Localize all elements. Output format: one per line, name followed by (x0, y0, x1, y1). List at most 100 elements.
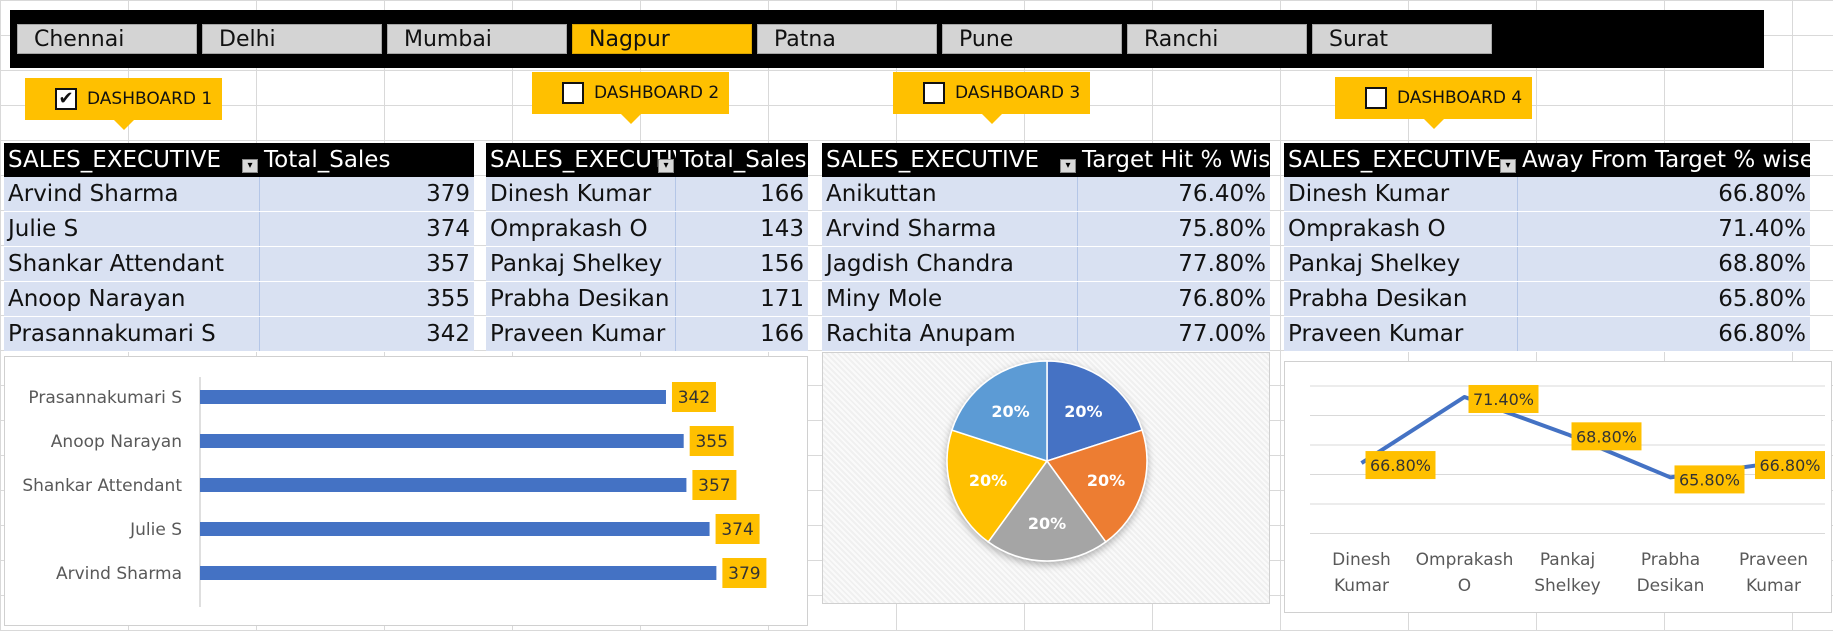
line-label-box (1468, 384, 1539, 413)
dashboard-3-tag[interactable]: DASHBOARD 3 (893, 72, 1090, 124)
bar-chart-panel[interactable]: Prasannakumari S 342 Anoop Narayan 355 Shank… (4, 356, 808, 626)
filter-icon[interactable]: ▾ (242, 159, 258, 173)
bar-data-label: 379 (728, 564, 760, 584)
bar (200, 390, 666, 404)
row-value: 68.80% (1718, 251, 1806, 277)
dashboard-1-tag[interactable]: ✔ DASHBOARD 1 (25, 78, 222, 130)
dashboard-2-label: DASHBOARD 2 (594, 83, 720, 103)
table-row: Arvind Sharma 75.80% (822, 212, 1270, 247)
row-value: 75.80% (1178, 216, 1266, 242)
pie-data-label: 20% (991, 402, 1029, 421)
row-name: Omprakash O (486, 212, 676, 246)
row-value: 66.80% (1718, 181, 1806, 207)
pie-slice (987, 459, 1107, 562)
table-row: Shankar Attendant 357 (4, 247, 474, 282)
filter-icon[interactable]: ▾ (658, 159, 674, 173)
row-name: Julie S (4, 212, 260, 246)
row-name: Praveen Kumar (1284, 317, 1518, 351)
dashboard-3-label: DASHBOARD 3 (955, 83, 1081, 103)
table-header: SALES_EXECUTIVE ▾ Away From Target % wis… (1284, 143, 1810, 177)
row-value: 379 (426, 181, 470, 207)
row-name: Arvind Sharma (822, 212, 1078, 246)
header-label: SALES_EXECUTIVE (8, 147, 222, 173)
slicer-button-delhi[interactable]: Delhi (202, 24, 382, 54)
line-category-label: Desikan (1637, 576, 1705, 596)
bar-label-box (689, 426, 734, 456)
dashboard-3-checkbox[interactable] (923, 82, 945, 104)
line-category-label: Shelkey (1534, 576, 1601, 596)
row-name: Praveen Kumar (486, 317, 676, 351)
table-total-sales-1: SALES_EXECUTIVE ▾ Total_Sales Arvind Sha… (4, 143, 474, 352)
table-row: Pankaj Shelkey 68.80% (1284, 247, 1810, 282)
row-name: Anoop Narayan (4, 282, 260, 316)
header-target-hit: Target Hit % Wise (1082, 147, 1270, 173)
slicer-button-nagpur[interactable]: Nagpur (572, 24, 752, 54)
line-category-label: Kumar (1746, 576, 1801, 596)
dashboard-2-checkbox[interactable] (562, 82, 584, 104)
line-category-label: Kumar (1334, 576, 1389, 596)
bar-category-label: Prasannakumari S (28, 388, 182, 408)
line-chart-panel[interactable]: 66.80% Dinesh Kumar 71.40% Omprakash O 68.80% P… (1284, 361, 1832, 613)
row-value: 66.80% (1718, 321, 1806, 347)
bar-category-label: Arvind Sharma (56, 564, 182, 584)
line-category-label: Pankaj (1540, 550, 1595, 570)
row-value: 171 (760, 286, 804, 312)
dashboard-4-tag[interactable]: DASHBOARD 4 (1335, 77, 1532, 129)
filter-icon[interactable]: ▾ (1060, 159, 1076, 173)
row-name: Anikuttan (822, 177, 1078, 211)
line-label-box (1755, 451, 1825, 480)
bar (200, 566, 717, 580)
table-row: Prabha Desikan 65.80% (1284, 282, 1810, 317)
pie-slice (1046, 360, 1144, 463)
table-row: Praveen Kumar 166 (486, 317, 808, 352)
table-row: Anikuttan 76.40% (822, 177, 1270, 212)
bar-label-box (722, 558, 767, 588)
row-name: Omprakash O (1284, 212, 1518, 246)
slicer-button-chennai[interactable]: Chennai (17, 24, 197, 54)
bar-label-box (715, 514, 760, 544)
dashboard-2-tag[interactable]: DASHBOARD 2 (532, 72, 729, 124)
dashboard-4-checkbox[interactable] (1365, 87, 1387, 109)
row-value: 374 (426, 216, 470, 242)
bar (200, 478, 687, 492)
slicer-button-ranchi[interactable]: Ranchi (1127, 24, 1307, 54)
pie-data-label: 20% (969, 471, 1007, 490)
bar-label-box (692, 470, 737, 500)
table-header: SALES_EXECUTIVE ▾ Total_Sales (4, 143, 474, 177)
table-row: Omprakash O 143 (486, 212, 808, 247)
city-slicer: Chennai Delhi Mumbai Nagpur Patna Pune R… (10, 10, 1764, 68)
line-chart: 66.80% Dinesh Kumar 71.40% Omprakash O 68.80% P… (1310, 384, 1825, 596)
line-category-label: Dinesh (1332, 550, 1391, 570)
pie-slice (950, 360, 1048, 463)
line-data-label: 66.80% (1370, 456, 1431, 475)
line-label-box (1674, 465, 1745, 494)
bar-data-label: 355 (695, 432, 727, 452)
table-away-from-target: SALES_EXECUTIVE ▾ Away From Target % wis… (1284, 143, 1810, 352)
dashboard-1-checkbox[interactable]: ✔ (55, 88, 77, 110)
slicer-button-surat[interactable]: Surat (1312, 24, 1492, 54)
pie-data-label: 20% (1087, 471, 1125, 490)
bar-category-label: Julie S (129, 520, 182, 540)
slicer-button-patna[interactable]: Patna (757, 24, 937, 54)
table-header: SALES_EXECUTIVE ▾ Target Hit % Wise (822, 143, 1270, 177)
slicer-button-mumbai[interactable]: Mumbai (387, 24, 567, 54)
table-row: Praveen Kumar 66.80% (1284, 317, 1810, 352)
header-sales-executive: SALES_EXECUTIVE ▾ (1284, 143, 1518, 177)
line-category-label: Praveen (1739, 550, 1808, 570)
dashboard-4-label: DASHBOARD 4 (1397, 88, 1523, 108)
row-value: 77.00% (1178, 321, 1266, 347)
row-name: Prasannakumari S (4, 317, 260, 351)
filter-icon[interactable]: ▾ (1500, 159, 1516, 173)
line-category-label: Omprakash (1416, 550, 1514, 570)
table-row: Rachita Anupam 77.00% (822, 317, 1270, 352)
slicer-button-pune[interactable]: Pune (942, 24, 1122, 54)
table-row: Prasannakumari S 342 (4, 317, 474, 352)
row-name: Miny Mole (822, 282, 1078, 316)
bar-category-label: Shankar Attendant (22, 476, 182, 496)
table-row: Prabha Desikan 171 (486, 282, 808, 317)
row-value: 355 (426, 286, 470, 312)
table-total-sales-2: SALES_EXECUTIVE ▾ Total_Sales Dinesh Kum… (486, 143, 808, 352)
row-value: 342 (426, 321, 470, 347)
pie-chart-panel[interactable]: 20% 20% 20% 20% 20% (822, 352, 1270, 604)
header-label: SALES_EXECUTIVE (826, 147, 1040, 173)
